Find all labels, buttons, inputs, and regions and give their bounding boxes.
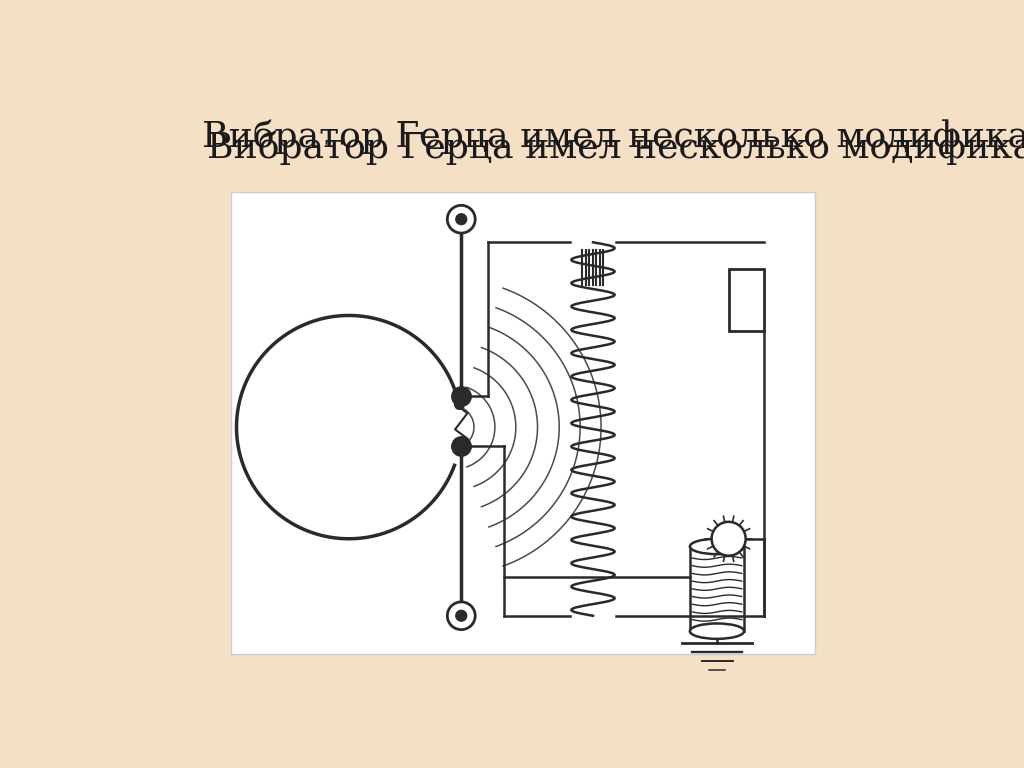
Ellipse shape [690, 539, 744, 554]
Circle shape [447, 205, 475, 233]
Circle shape [456, 611, 467, 621]
Text: Вибратор Герца имел несколько модификаций.: Вибратор Герца имел несколько модификаци… [207, 131, 1024, 165]
Circle shape [447, 602, 475, 630]
Bar [231, 192, 815, 654]
Text: Вибратор Герца имел несколько модификаций.: Вибратор Герца имел несколько модификаци… [202, 119, 1024, 154]
Circle shape [712, 521, 745, 556]
Ellipse shape [690, 624, 744, 639]
Circle shape [456, 214, 467, 224]
Bar [729, 270, 764, 331]
